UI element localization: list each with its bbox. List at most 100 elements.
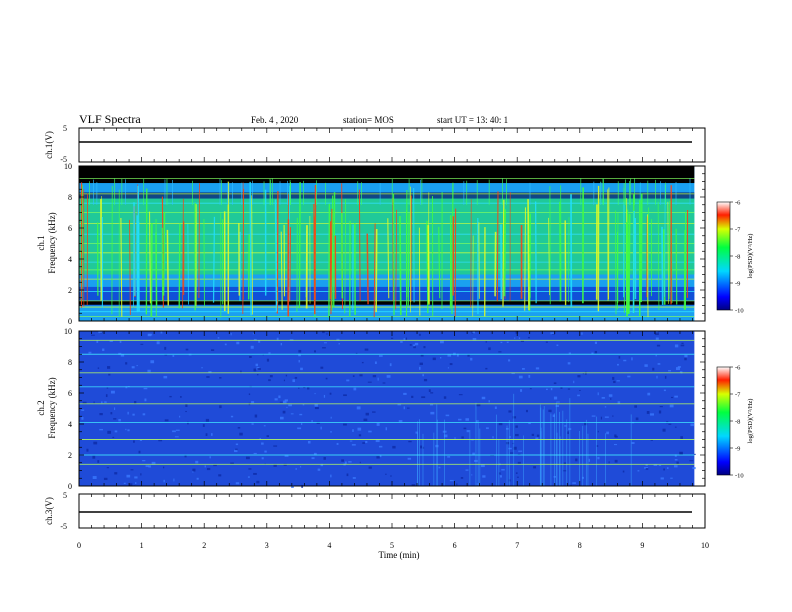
spec2-noise (96, 340, 99, 343)
spec2-noise (129, 483, 133, 486)
spec1-dark-line (79, 300, 695, 305)
spec2-noise (655, 337, 659, 340)
spec2-noise (249, 355, 252, 358)
spec2-noise (204, 465, 206, 468)
spec2-noise (529, 388, 532, 390)
spec2-noise (263, 425, 266, 427)
spec2-noise (86, 448, 89, 452)
spec2-noise (634, 405, 638, 408)
ch1-ylabel: ch.1(V) (44, 131, 54, 159)
spec2-noise (330, 416, 332, 419)
spec2-noise (644, 364, 648, 367)
spec2-noise (307, 440, 311, 444)
spec1-burst (503, 209, 506, 297)
spec2-noise (341, 459, 345, 462)
spec2-noise (414, 342, 419, 346)
spec2-noise (224, 343, 227, 346)
spec2-noise (692, 467, 696, 470)
ch1-spectrogram-panel: 0 2 4 6 8 10 ch.1 Frequency (kHz) (36, 162, 706, 326)
spec1-burst (149, 211, 151, 304)
spec2-noise (135, 482, 137, 484)
spec2-noise (420, 354, 424, 357)
spec2-noise (591, 415, 596, 417)
ch1-ytick-bottom: -5 (60, 155, 67, 164)
spec2-noise (150, 360, 155, 364)
spec2-noise (235, 482, 240, 485)
spec2-noise (488, 347, 491, 351)
spec2-noise (230, 332, 232, 336)
spec1-burst (212, 216, 216, 303)
spec2-noise (517, 461, 521, 464)
spec2-noise (361, 361, 364, 364)
spec2-noise (156, 341, 160, 345)
spec2-noise (693, 453, 696, 455)
spec2-noise (536, 434, 540, 437)
spec2-noise (140, 343, 144, 345)
spec2-noise (273, 464, 277, 467)
spec2-noise (248, 393, 251, 396)
spec2-noise (148, 465, 151, 468)
spec1-burst (182, 198, 184, 309)
spec2-noise (467, 354, 470, 357)
spec2-noise (443, 396, 447, 399)
spec2-noise (545, 341, 548, 343)
spec2-noise (264, 450, 267, 453)
spec1-burst (288, 227, 292, 302)
spec2-noise (300, 466, 302, 468)
spec2-noise (409, 344, 412, 346)
spec2-noise (355, 352, 358, 355)
spec2-noise (677, 366, 681, 368)
spec2-noise (471, 474, 473, 476)
spec2-noise (163, 375, 168, 379)
x-tick-label: 9 (640, 541, 644, 550)
spec2-noise (606, 431, 609, 435)
spec2-noise (644, 467, 649, 469)
x-tick-label: 7 (515, 541, 519, 550)
spec2-noise (510, 452, 514, 454)
spec2-noise (103, 477, 108, 481)
spec2-noise (112, 436, 115, 439)
spec2-noise (403, 392, 407, 395)
spec1-burst (387, 218, 390, 299)
spec2-noise (172, 430, 176, 433)
spec2-noise (151, 461, 156, 465)
freq-tick-label: 4 (68, 255, 72, 264)
spec2-noise (413, 344, 415, 347)
spec2-noise (556, 344, 559, 347)
spec2-noise (98, 331, 102, 334)
ch3-ylabel: ch.3(V) (44, 497, 54, 525)
date-label: Feb. 4 , 2020 (251, 115, 299, 125)
spec2-noise (612, 415, 614, 417)
spec2-noise (343, 394, 347, 397)
spec2-noise (637, 470, 640, 472)
spec2-noise (160, 331, 163, 334)
spec2-noise (447, 354, 452, 357)
spec2-noise (268, 379, 271, 382)
spec2-noise (134, 476, 138, 479)
spec2-noise (301, 423, 303, 425)
spec2-noise (291, 485, 294, 488)
spec2-noise (564, 425, 567, 427)
spec2-noise (390, 475, 392, 477)
spec2-noise (622, 470, 625, 473)
spec1-burst (657, 201, 660, 311)
spec2-noise (82, 401, 87, 404)
spec1-burst (392, 193, 395, 316)
spec2-noise (438, 466, 441, 469)
spec2-noise (205, 418, 210, 422)
spec2-noise (406, 407, 410, 409)
spec2-noise (662, 428, 666, 432)
spec2-noise (325, 377, 328, 380)
spec2-noise (552, 414, 555, 417)
spec2-background (79, 331, 695, 486)
spec2-noise (258, 340, 261, 343)
spec2-noise (352, 477, 356, 479)
spec2-noise (385, 427, 388, 431)
spec1-burst (451, 182, 454, 315)
spec2-noise (521, 368, 525, 370)
spec2-noise (316, 421, 320, 424)
spec2-noise (614, 459, 618, 463)
spec2-noise (323, 394, 326, 398)
spec2-noise (670, 396, 674, 399)
